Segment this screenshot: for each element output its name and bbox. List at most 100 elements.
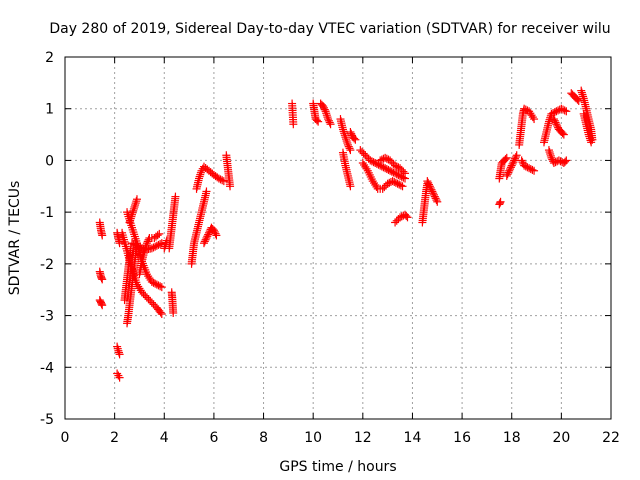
data-point xyxy=(342,137,351,146)
data-point xyxy=(128,239,137,248)
data-point xyxy=(149,243,158,252)
data-point xyxy=(129,204,138,213)
data-point xyxy=(141,244,150,253)
chart-title: Day 280 of 2019, Sidereal Day-to-day VTE… xyxy=(49,21,610,37)
data-point xyxy=(151,242,160,251)
data-point xyxy=(559,130,568,139)
data-point xyxy=(344,142,353,151)
data-point xyxy=(396,171,405,180)
data-point xyxy=(319,103,328,112)
data-point xyxy=(97,299,106,308)
data-point xyxy=(338,125,347,134)
data-point xyxy=(132,241,141,250)
data-point xyxy=(323,113,332,122)
data-point xyxy=(114,348,123,357)
data-point xyxy=(506,163,515,172)
data-point xyxy=(577,88,586,97)
data-point xyxy=(528,165,537,174)
data-point xyxy=(504,168,513,177)
data-point xyxy=(128,208,137,217)
data-point xyxy=(384,165,393,174)
data-point xyxy=(397,165,406,174)
x-tick-label: 4 xyxy=(160,430,169,446)
y-axis-label: SDTVAR / TECUs xyxy=(7,181,23,296)
data-point xyxy=(345,144,354,153)
x-tick-label: 10 xyxy=(304,430,322,446)
data-point xyxy=(340,129,349,138)
data-point xyxy=(495,199,504,208)
data-point xyxy=(547,109,556,118)
data-point xyxy=(381,153,390,162)
data-point xyxy=(382,165,391,174)
data-point xyxy=(387,158,396,167)
data-point xyxy=(546,113,555,122)
data-point xyxy=(391,218,400,227)
data-point xyxy=(131,240,140,249)
data-point xyxy=(346,182,355,191)
data-point xyxy=(372,182,381,191)
data-point xyxy=(397,172,406,181)
data-point xyxy=(381,164,390,173)
data-point xyxy=(343,140,352,149)
data-point xyxy=(428,187,437,196)
data-point xyxy=(387,167,396,176)
y-tick-label: -4 xyxy=(40,360,54,376)
data-point xyxy=(351,135,360,144)
data-point xyxy=(155,229,164,238)
data-point xyxy=(341,133,350,142)
data-point xyxy=(157,283,166,292)
data-point xyxy=(520,161,529,170)
data-point xyxy=(140,246,149,255)
data-point xyxy=(142,239,151,248)
data-point xyxy=(200,237,209,246)
data-point xyxy=(132,195,141,204)
data-point xyxy=(209,226,218,235)
data-point xyxy=(391,169,400,178)
data-point xyxy=(518,158,527,167)
y-tick-labels: -5 -4 -3 -2 -1 0 1 2 xyxy=(40,50,54,428)
x-tick-label: 22 xyxy=(602,430,620,446)
data-point xyxy=(424,178,433,187)
data-point xyxy=(314,117,323,126)
data-point xyxy=(146,296,155,305)
data-point xyxy=(521,162,530,171)
data-point xyxy=(433,197,442,206)
data-point xyxy=(430,192,439,201)
x-tick-label: 14 xyxy=(404,430,422,446)
data-point xyxy=(130,202,139,211)
data-point xyxy=(503,170,512,179)
data-point xyxy=(143,237,152,246)
data-point xyxy=(506,165,515,174)
data-point xyxy=(202,187,211,196)
data-points xyxy=(95,86,597,382)
data-point xyxy=(432,196,441,205)
data-point xyxy=(154,240,163,249)
data-point xyxy=(573,95,582,104)
data-point xyxy=(144,235,153,244)
data-point xyxy=(196,170,205,179)
data-point xyxy=(115,239,124,248)
data-point xyxy=(507,161,516,170)
data-point xyxy=(509,158,518,167)
data-point xyxy=(386,156,395,165)
data-point xyxy=(512,151,521,160)
data-point xyxy=(391,178,400,187)
data-point xyxy=(321,107,330,116)
data-point xyxy=(393,179,402,188)
data-point xyxy=(361,151,370,160)
data-point xyxy=(98,301,107,310)
data-point xyxy=(560,106,569,115)
data-point xyxy=(525,164,534,173)
data-point xyxy=(356,146,365,155)
data-point xyxy=(114,346,123,355)
data-point xyxy=(549,115,558,124)
data-point xyxy=(142,293,151,302)
data-point xyxy=(550,116,559,125)
data-point xyxy=(392,170,401,179)
data-point xyxy=(545,115,554,124)
data-point xyxy=(401,169,410,178)
data-point xyxy=(319,102,328,111)
data-point xyxy=(149,278,158,287)
data-point xyxy=(383,179,392,188)
data-point xyxy=(346,146,355,155)
